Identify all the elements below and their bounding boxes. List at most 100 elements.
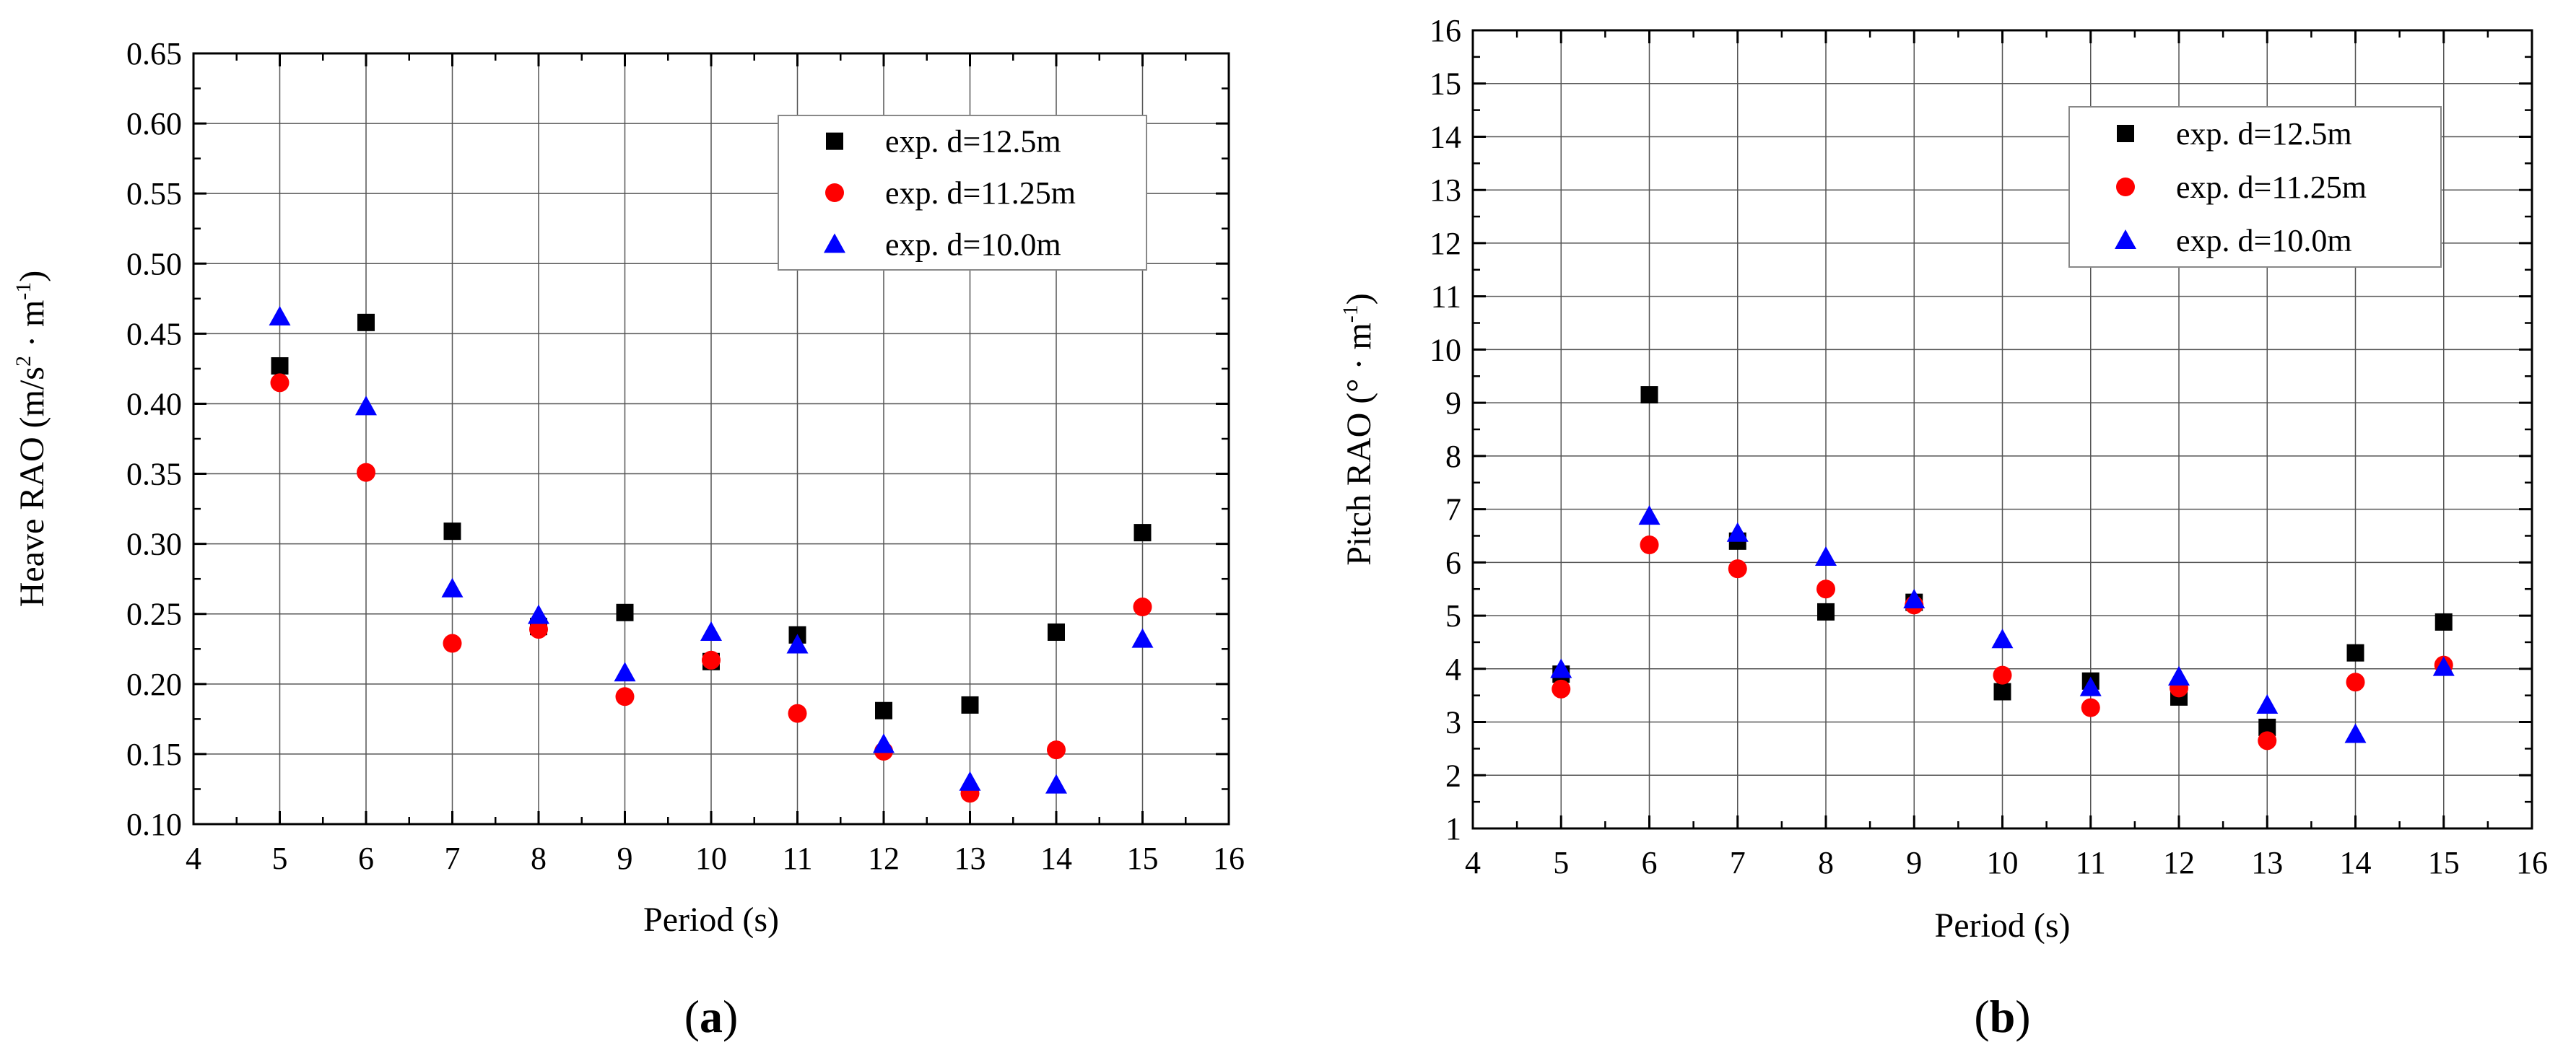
data-point-series-2 (357, 463, 375, 482)
y-axis-title: Heave RAO (m/s2 · m-1) (12, 271, 51, 608)
x-tick-labels: 4 5 6 7 8 9 10 11 12 13 14 15 16 (186, 841, 1245, 876)
y-axis-title-prefix: Pitch RAO (° · m (1340, 323, 1378, 566)
y-tick-label: 1 (1445, 811, 1461, 846)
data-point-series-2 (529, 620, 548, 639)
x-tick-label: 13 (954, 841, 986, 876)
y-tick-labels: 0.10 0.15 0.20 0.25 0.30 0.35 0.40 0.45 0.50 0.55… (126, 36, 182, 842)
data-point-series-3 (2344, 723, 2367, 743)
x-tick-label: 6 (1642, 845, 1658, 880)
data-point-series-3 (786, 634, 809, 654)
y-tick-label: 0.25 (126, 597, 182, 632)
data-point-series-2 (270, 373, 290, 393)
x-tick-label: 7 (1730, 845, 1746, 880)
legend-marker-series-3 (824, 233, 845, 253)
legend-marker-series-2 (825, 183, 844, 202)
data-point-series-3 (2432, 656, 2455, 676)
x-tick-label: 14 (1040, 841, 1072, 876)
data-point-series-3 (2168, 665, 2190, 686)
y-axis-title-suffix: ) (13, 271, 51, 282)
y-tick-label: 0.20 (126, 667, 182, 702)
x-tick-label: 9 (617, 841, 633, 876)
legend-marker-series-3 (2115, 229, 2136, 249)
data-point-series-1 (1640, 386, 1658, 404)
y-tick-label: 0.60 (126, 106, 182, 141)
y-tick-label: 0.65 (126, 36, 182, 71)
data-point-series-1 (875, 701, 892, 719)
axis-ticks (192, 52, 1230, 826)
data-point-series-2 (1047, 740, 1066, 760)
y-axis-title: Pitch RAO (° · m-1) (1339, 293, 1378, 566)
data-point-series-3 (959, 771, 981, 791)
x-tick-label: 8 (1818, 845, 1834, 880)
legend-label-series-2: exp. d=11.25m (885, 175, 1076, 211)
x-tick-label: 10 (1987, 845, 2019, 880)
data-point-series-3 (1991, 629, 2014, 649)
data-point-series-3 (1903, 588, 1926, 608)
data-point-series-1 (271, 357, 289, 375)
data-point-series-3 (441, 577, 464, 598)
panel-letter-a: a (700, 991, 723, 1042)
x-tick-label: 10 (695, 841, 727, 876)
y-tick-label: 5 (1445, 598, 1461, 634)
y-axis-title-suffix: ) (1340, 293, 1378, 305)
y-tick-label: 0.55 (126, 176, 182, 211)
legend-marker-series-1 (2117, 125, 2134, 142)
legend-marker-series-1 (826, 132, 843, 150)
y-tick-label: 9 (1445, 385, 1461, 421)
x-tick-label: 11 (2076, 845, 2106, 880)
x-tick-label: 8 (531, 841, 547, 876)
data-point-series-1 (2434, 613, 2453, 631)
y-axis-title-sup1: 2 (12, 356, 35, 367)
data-point-series-2 (2346, 673, 2365, 692)
axis-ticks (1471, 29, 2533, 830)
x-tick-label: 12 (868, 841, 900, 876)
legend-markers (824, 132, 845, 253)
data-point-series-1 (961, 696, 979, 714)
x-axis-title: Period (s) (643, 901, 779, 939)
data-point-series-2 (1133, 598, 1152, 617)
x-tick-label: 15 (2428, 845, 2460, 880)
panel-label-a: (a) (684, 991, 739, 1042)
data-point-series-3 (1815, 546, 1837, 566)
data-point-series-2 (1640, 535, 1659, 555)
data-point-series-2 (1552, 679, 1571, 699)
y-axis-title-prefix: Heave RAO (m/s (13, 367, 51, 607)
y-axis-title-sup1: -1 (1339, 305, 1362, 323)
data-point-series-1 (616, 603, 634, 621)
y-tick-label: 7 (1445, 492, 1461, 528)
y-tick-label: 0.30 (126, 527, 182, 562)
y-tick-label: 0.50 (126, 246, 182, 281)
data-point-series-3 (355, 395, 377, 416)
data-point-series-1 (1817, 603, 1835, 621)
data-point-series-3 (2256, 694, 2279, 714)
y-tick-label: 15 (1430, 66, 1461, 102)
y-tick-label: 11 (1431, 279, 1461, 315)
legend-label-series-2: exp. d=11.25m (2176, 170, 2367, 205)
panel-label-b: (b) (1974, 991, 2030, 1042)
panel-letter-b: b (1990, 991, 2016, 1042)
x-tick-label: 16 (1213, 841, 1245, 876)
data-point-series-1 (357, 313, 375, 331)
y-tick-label: 6 (1445, 545, 1461, 580)
data-point-series-2 (2081, 698, 2100, 717)
data-point-series-2 (1728, 559, 1747, 579)
legend-markers (2115, 125, 2136, 249)
data-marks (269, 306, 1154, 803)
data-point-series-1 (1048, 623, 1065, 641)
legend: exp. d=12.5m exp. d=11.25m exp. d=10.0m (2068, 106, 2442, 268)
x-tick-label: 15 (1127, 841, 1159, 876)
data-point-series-3 (873, 733, 895, 753)
data-point-series-2 (788, 704, 807, 723)
data-point-series-3 (2079, 676, 2102, 696)
data-marks (1550, 386, 2455, 751)
data-point-series-3 (1726, 522, 1749, 542)
legend-label-series-3: exp. d=10.0m (2176, 223, 2352, 258)
data-point-series-2 (615, 687, 635, 706)
y-tick-label: 0.10 (126, 807, 182, 842)
x-tick-label: 6 (358, 841, 374, 876)
y-tick-label: 0.40 (126, 386, 182, 421)
x-tick-label: 7 (445, 841, 461, 876)
data-point-series-1 (1133, 524, 1152, 542)
